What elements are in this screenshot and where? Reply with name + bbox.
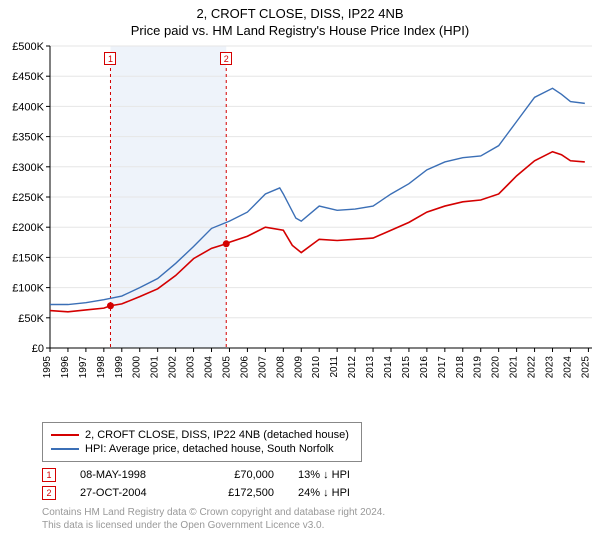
svg-text:2023: 2023 [545,356,556,379]
footnote-line: Contains HM Land Registry data © Crown c… [42,506,600,519]
svg-text:2025: 2025 [580,356,591,379]
svg-text:1995: 1995 [42,356,53,379]
svg-text:2018: 2018 [455,356,466,379]
svg-text:£0: £0 [32,343,44,355]
svg-text:2008: 2008 [275,356,286,379]
svg-text:2001: 2001 [150,356,161,379]
chart-marker-1: 1 [104,52,116,65]
chart-legend: 2, CROFT CLOSE, DISS, IP22 4NB (detached… [42,422,362,462]
svg-text:1999: 1999 [114,356,125,379]
footnote-line: This data is licensed under the Open Gov… [42,519,600,532]
legend-label: 2, CROFT CLOSE, DISS, IP22 4NB (detached… [85,429,349,441]
svg-text:£100K: £100K [12,283,44,295]
svg-text:2021: 2021 [509,356,520,379]
transaction-diff: 13% ↓ HPI [298,469,378,481]
svg-text:2004: 2004 [204,356,215,379]
svg-text:2015: 2015 [401,356,412,379]
chart-marker-2: 2 [220,52,232,65]
page-subtitle: Price paid vs. HM Land Registry's House … [0,21,600,38]
svg-text:2010: 2010 [311,356,322,379]
svg-text:1996: 1996 [60,356,71,379]
svg-text:2009: 2009 [293,356,304,379]
svg-text:2022: 2022 [527,356,538,379]
svg-text:2020: 2020 [491,356,502,379]
transaction-marker: 2 [42,486,56,500]
legend-row: 2, CROFT CLOSE, DISS, IP22 4NB (detached… [51,429,353,441]
transaction-diff: 24% ↓ HPI [298,487,378,499]
svg-text:£200K: £200K [12,222,44,234]
svg-text:2003: 2003 [186,356,197,379]
transactions-table: 1 08-MAY-1998 £70,000 13% ↓ HPI 2 27-OCT-2004… [42,468,600,500]
svg-text:2011: 2011 [329,356,340,378]
legend-label: HPI: Average price, detached house, Sout… [85,443,334,455]
page-title: 2, CROFT CLOSE, DISS, IP22 4NB [0,0,600,21]
transaction-date: 27-OCT-2004 [80,487,180,499]
svg-text:2002: 2002 [168,356,179,379]
transaction-price: £172,500 [204,487,274,499]
svg-text:2013: 2013 [365,356,376,379]
transaction-marker: 1 [42,468,56,482]
svg-text:2005: 2005 [221,356,232,379]
svg-text:2014: 2014 [383,356,394,379]
svg-text:2024: 2024 [562,356,573,379]
legend-swatch [51,448,79,450]
svg-text:2006: 2006 [239,356,250,379]
svg-text:£400K: £400K [12,101,44,113]
svg-text:2000: 2000 [132,356,143,379]
svg-text:£250K: £250K [12,192,44,204]
data-license-footnote: Contains HM Land Registry data © Crown c… [42,506,600,532]
svg-text:£500K: £500K [12,41,44,53]
legend-row: HPI: Average price, detached house, Sout… [51,443,353,455]
legend-swatch [51,434,79,436]
svg-text:2016: 2016 [419,356,430,379]
svg-text:2007: 2007 [257,356,268,379]
transaction-row: 1 08-MAY-1998 £70,000 13% ↓ HPI [42,468,600,482]
svg-text:£50K: £50K [18,313,44,325]
svg-text:2012: 2012 [347,356,358,379]
transaction-row: 2 27-OCT-2004 £172,500 24% ↓ HPI [42,486,600,500]
svg-text:2019: 2019 [473,356,484,379]
svg-text:£150K: £150K [12,252,44,264]
svg-text:£300K: £300K [12,162,44,174]
price-chart: £0 £50K £100K £150K £200K £250K £300K £350K £400… [0,38,600,418]
svg-text:2017: 2017 [437,356,448,379]
svg-text:1997: 1997 [78,356,89,379]
svg-text:£350K: £350K [12,132,44,144]
transaction-price: £70,000 [204,469,274,481]
transaction-date: 08-MAY-1998 [80,469,180,481]
svg-text:1998: 1998 [96,356,107,379]
svg-text:£450K: £450K [12,71,44,83]
